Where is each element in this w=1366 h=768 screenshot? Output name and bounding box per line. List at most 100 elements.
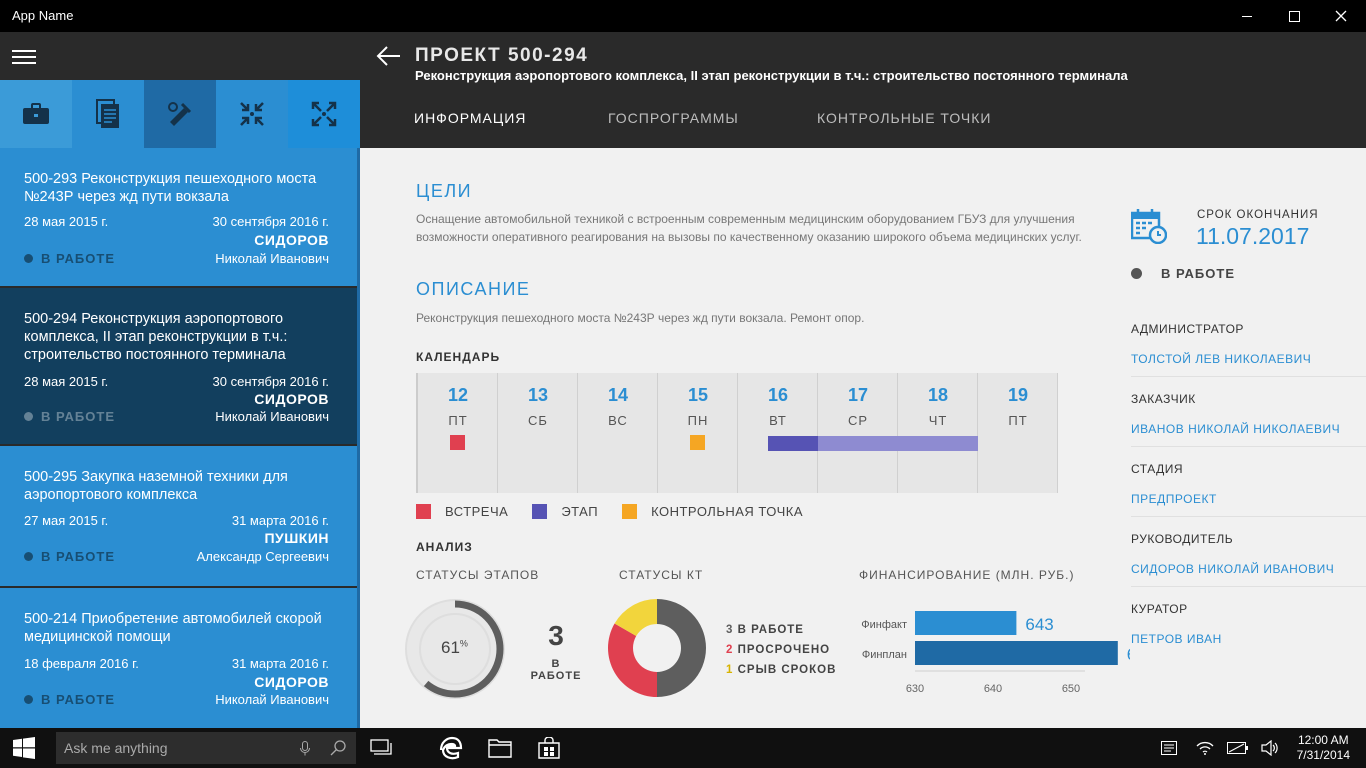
sidebar: 500-293 Реконструкция пешеходного моста … [0, 32, 360, 728]
project-title: 500-293 Реконструкция пешеходного моста … [24, 171, 317, 205]
legend-checkpoint: КОНТРОЛЬНАЯ ТОЧКА [651, 504, 803, 519]
store-icon [538, 737, 560, 759]
filter-collapse-button[interactable] [216, 80, 288, 148]
taskbar-search-box[interactable]: Ask me anything [56, 732, 356, 764]
calendar-day[interactable]: 13 СБ [498, 373, 578, 493]
status-dot-icon [24, 254, 33, 263]
hamburger-menu-button[interactable] [12, 46, 36, 70]
in-work-count: 3 [548, 620, 564, 651]
list-scrollbar[interactable] [357, 148, 360, 728]
filter-tools-button[interactable] [144, 80, 216, 148]
network-button[interactable] [1183, 728, 1227, 768]
store-button[interactable] [525, 728, 573, 768]
divider [1131, 446, 1366, 447]
kt-donut-slice[interactable] [614, 599, 657, 636]
description-title: ОПИСАНИЕ [416, 279, 531, 299]
project-list: 500-293 Реконструкция пешеходного моста … [0, 148, 360, 728]
project-manager-name: Николай Иванович [215, 409, 329, 424]
project-manager-name: Николай Иванович [215, 251, 329, 266]
kt-legend: 3 В РАБОТЕ 2 ПРОСРОЧЕНО 1 СРЫВ СРОКОВ [726, 620, 836, 680]
back-arrow-icon[interactable] [374, 44, 402, 68]
kt-legend-item: 1 СРЫВ СРОКОВ [726, 664, 837, 676]
manager-value[interactable]: СИДОРОВ НИКОЛАЙ ИВАНОВИЧ [1131, 562, 1335, 576]
edge-button[interactable] [427, 728, 475, 768]
action-center-button[interactable] [1147, 728, 1191, 768]
battery-button[interactable] [1216, 728, 1260, 768]
finance-bar-chart: Финфакт 643 Финплан 656 630 640 650 [861, 611, 1130, 695]
volume-button[interactable] [1248, 728, 1292, 768]
status-badge: В РАБОТЕ [24, 549, 115, 564]
kt-status-label: СТАТУСЫ КТ [619, 568, 704, 582]
project-manager-lastname: СИДОРОВ [254, 232, 329, 248]
microphone-icon[interactable] [300, 741, 310, 756]
close-icon [1335, 10, 1347, 22]
collapse-icon [240, 102, 264, 126]
minimize-button[interactable] [1224, 0, 1270, 32]
filter-expand-button[interactable] [288, 80, 360, 148]
calendar-day[interactable]: 14 ВС [578, 373, 658, 493]
project-manager-name: Александр Сергеевич [196, 549, 329, 564]
close-button[interactable] [1318, 0, 1364, 32]
project-code: ПРОЕКТ 500-294 [415, 45, 589, 66]
finance-bar[interactable] [915, 611, 1017, 635]
legend-stage: ЭТАП [561, 504, 599, 519]
calendar-legend: ВСТРЕЧА ЭТАП КОНТРОЛЬНАЯ ТОЧКА [416, 504, 827, 519]
windows-logo-icon [13, 737, 35, 759]
tab-information[interactable]: ИНФОРМАЦИЯ [414, 110, 527, 126]
kt-donut-slice[interactable] [608, 623, 657, 698]
finance-category-label: Финфакт [861, 619, 907, 631]
status-badge: В РАБОТЕ [24, 409, 115, 424]
finance-tick-label: 630 [906, 683, 924, 695]
checkpoint-marker[interactable] [690, 435, 705, 450]
deadline-label: СРОК ОКОНЧАНИЯ [1197, 209, 1319, 221]
project-list-item-selected[interactable]: 500-294 Реконструкция аэропортового комп… [0, 288, 357, 444]
manager-label: РУКОВОДИТЕЛЬ [1131, 532, 1234, 546]
task-view-button[interactable] [357, 728, 405, 768]
project-name: Реконструкция аэропортового комплекса, I… [415, 68, 1128, 83]
filter-toolbar [0, 80, 360, 148]
calendar-day[interactable]: 16 ВТ [738, 373, 818, 493]
divider [1131, 376, 1366, 377]
start-button[interactable] [0, 728, 48, 768]
tab-gosprogrammy[interactable]: ГОСПРОГРАММЫ [608, 110, 739, 126]
main-content: ЦЕЛИ Оснащение автомобильной техникой с … [360, 148, 1366, 728]
kt-donut-slice[interactable] [657, 599, 706, 697]
project-end-date: 30 сентября 2016 г. [212, 214, 329, 229]
analysis-title: АНАЛИЗ [416, 540, 473, 554]
stage-label: СТАДИЯ [1131, 462, 1184, 476]
calendar-day[interactable]: 15 ПН [658, 373, 738, 493]
maximize-button[interactable] [1271, 0, 1317, 32]
tab-checkpoints[interactable]: КОНТРОЛЬНЫЕ ТОЧКИ [817, 110, 992, 126]
divider [1131, 586, 1366, 587]
wifi-icon [1196, 741, 1214, 755]
filter-briefcase-button[interactable] [0, 80, 72, 148]
search-icon[interactable] [330, 740, 346, 756]
calendar-day[interactable]: 18 ЧТ [898, 373, 978, 493]
stage-bar[interactable] [768, 436, 818, 451]
finance-category-label: Финплан [862, 649, 907, 661]
stage-value[interactable]: ПРЕДПРОЕКТ [1131, 492, 1217, 506]
calendar-day[interactable]: 12 ПТ [418, 373, 498, 493]
filter-documents-button[interactable] [72, 80, 144, 148]
meeting-marker[interactable] [450, 435, 465, 450]
calendar-day[interactable]: 19 ПТ [978, 373, 1058, 493]
taskbar-clock[interactable]: 12:00 AM 7/31/2014 [1297, 733, 1350, 763]
calendar-day[interactable]: 17 СР [818, 373, 898, 493]
stage-percent: 61% [441, 638, 468, 657]
finance-bar[interactable] [915, 641, 1118, 665]
customer-value[interactable]: ИВАНОВ НИКОЛАЙ НИКОЛАЕВИЧ [1131, 422, 1341, 436]
expand-icon [311, 101, 337, 127]
file-explorer-button[interactable] [476, 728, 524, 768]
stage-bar-light[interactable] [818, 436, 978, 451]
project-manager-lastname: СИДОРОВ [254, 391, 329, 407]
clock-time: 12:00 AM [1297, 733, 1349, 747]
calendar-clock-icon [1131, 209, 1167, 244]
project-title: 500-294 Реконструкция аэропортового комп… [24, 311, 288, 363]
maximize-icon [1288, 10, 1300, 22]
curator-value[interactable]: ПЕТРОВ ИВАН [1131, 632, 1222, 646]
project-list-item[interactable]: 500-295 Закупка наземной техники для аэр… [0, 446, 357, 586]
project-list-item[interactable]: 500-293 Реконструкция пешеходного моста … [0, 148, 357, 286]
project-list-item[interactable]: 500-214 Приобретение автомобилей скорой … [0, 588, 357, 728]
admin-value[interactable]: ТОЛСТОЙ ЛЕВ НИКОЛАЕВИЧ [1131, 352, 1312, 366]
status-badge: В РАБОТЕ [24, 692, 115, 707]
